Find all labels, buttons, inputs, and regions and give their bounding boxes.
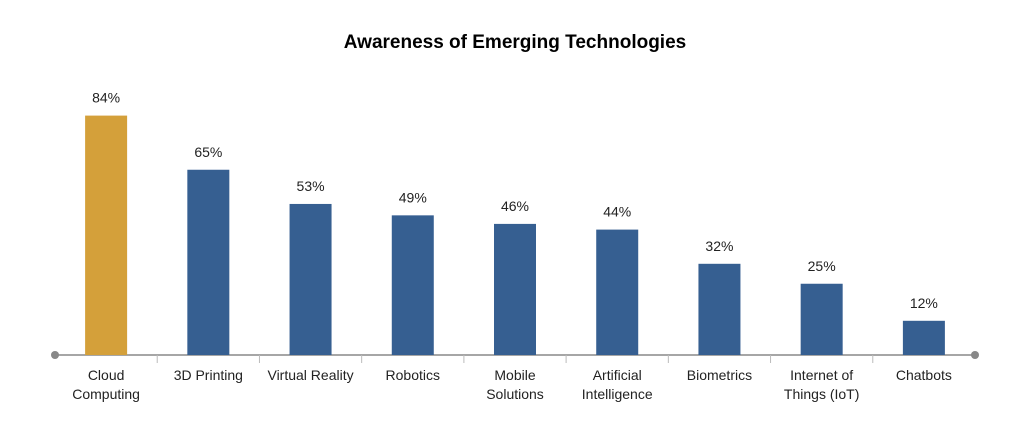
value-label: 53% [297,178,325,194]
x-tick-label: Mobile Solutions [486,367,544,402]
x-tick-label: Virtual Reality [267,367,354,383]
value-label: 46% [501,198,529,214]
bar [800,283,843,355]
value-label: 12% [910,295,938,311]
x-tick-label: Internet of Things (IoT) [783,367,860,402]
axis-end [51,351,59,359]
x-tick-label: 3D Printing [173,367,243,383]
chart-title: Awareness of Emerging Technologies [344,32,686,53]
bar [289,203,332,355]
x-tick-label: Artificial Intelligence [581,367,653,402]
bar [187,169,230,355]
x-tick-label: Biometrics [686,367,753,383]
value-label: 49% [399,189,427,205]
bar [698,263,741,355]
value-label: 25% [808,258,836,274]
value-label: 44% [603,204,631,220]
value-label: 84% [92,90,120,106]
bar [85,115,128,355]
x-tick-label: Chatbots [895,367,952,383]
x-tick-label: Cloud Computing [72,367,140,402]
bar [391,215,434,355]
x-tick-label: Robotics [385,367,440,383]
axis-end [971,351,979,359]
value-label: 65% [194,144,222,160]
bar [494,223,536,355]
bar [902,320,945,355]
bar [596,229,639,355]
value-label: 32% [705,238,733,254]
